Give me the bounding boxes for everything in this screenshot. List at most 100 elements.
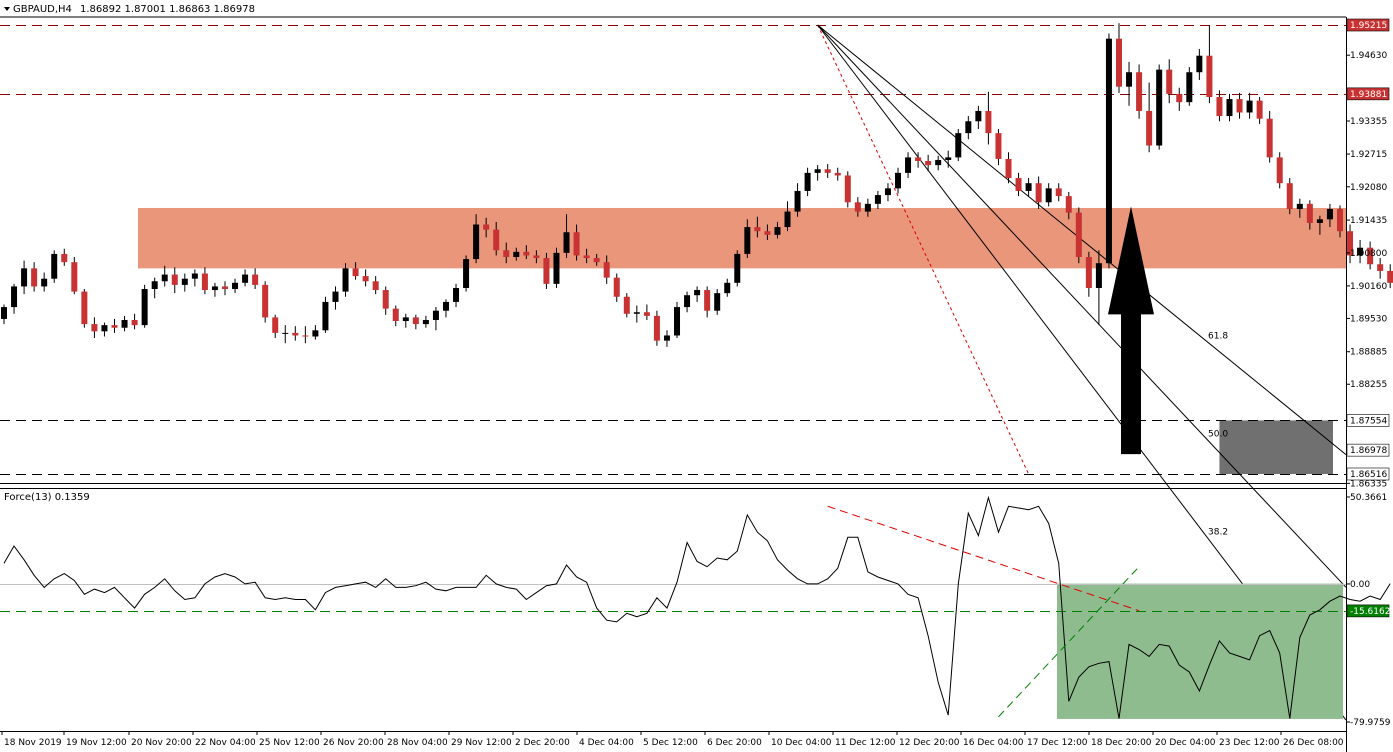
candle (1005, 152, 1012, 184)
candle (613, 273, 620, 302)
candle (362, 269, 369, 287)
time-tick-label: 25 Nov 12:00 (259, 738, 320, 748)
candle (653, 310, 660, 346)
candle (814, 165, 821, 181)
candle (1126, 61, 1133, 106)
candle (1, 304, 7, 325)
candle (111, 318, 118, 333)
candle (1276, 152, 1283, 189)
force-tick-label: 0.00 (1350, 580, 1370, 590)
candle (583, 248, 590, 264)
fib-label-50.0: 50.0 (1208, 429, 1228, 439)
candle (432, 307, 439, 331)
price-tick-label: 1.88885 (1350, 348, 1387, 358)
candle (663, 330, 670, 347)
price-tick-label: 1.92715 (1350, 150, 1387, 160)
candle (1015, 172, 1022, 197)
candle (884, 183, 891, 202)
candle (1367, 241, 1374, 270)
time-tick-label: 18 Nov 2019 (4, 738, 62, 748)
time-tick-label: 20 Dec 04:00 (1155, 738, 1216, 748)
candle (181, 273, 188, 292)
candle (1236, 92, 1243, 119)
candle (1256, 97, 1263, 124)
force-series-line (3, 495, 1391, 719)
candle (1316, 215, 1323, 235)
fib-label-38.2: 38.2 (1208, 527, 1228, 537)
candle (201, 267, 208, 295)
time-tick-label: 16 Dec 04:00 (963, 738, 1024, 748)
candle (372, 276, 379, 295)
candle (171, 267, 178, 294)
candle (1156, 64, 1163, 150)
candle (1206, 25, 1213, 104)
candle (764, 224, 771, 240)
candle (1095, 250, 1102, 326)
force-zones (1057, 583, 1343, 719)
candle (21, 260, 28, 295)
candle (262, 281, 269, 323)
force-trendlines (827, 505, 1140, 718)
force-support-line (998, 566, 1140, 718)
candle (784, 201, 791, 232)
price-axis: 1.94630 1.93355 1.92715 1.92080 1.91435 1.908… (1346, 51, 1387, 489)
candle (955, 129, 962, 162)
candle (714, 289, 721, 315)
time-tick-label: 22 Nov 04:00 (195, 738, 256, 748)
candle (905, 152, 912, 179)
time-tick-label: 26 Nov 20:00 (323, 738, 384, 748)
candle (342, 263, 349, 297)
candle (844, 171, 851, 208)
candle (473, 214, 480, 264)
candle (282, 325, 289, 344)
candle (895, 167, 902, 194)
candle (734, 250, 741, 287)
candle (292, 326, 299, 341)
price-pane: 38.2 50.0 61.8 (0, 23, 1393, 721)
current-price-badge-text: 1.86978 (1350, 446, 1387, 456)
candle (834, 167, 841, 181)
candle (824, 164, 831, 179)
time-tick-label: 29 Nov 12:00 (451, 738, 512, 748)
candle (633, 305, 640, 323)
candle (1085, 251, 1092, 297)
candle (1186, 67, 1193, 106)
ohlc-readout: 1.86892 1.87001 1.86863 1.86978 (80, 4, 255, 15)
candle (121, 315, 128, 332)
candle (463, 255, 470, 292)
collapse-triangle-icon[interactable] (4, 7, 10, 11)
time-axis: 18 Nov 2019 19 Nov 12:00 20 Nov 20:00 22 No… (1, 731, 1344, 748)
candle (1216, 90, 1223, 122)
candle (483, 217, 490, 238)
candle (392, 305, 399, 327)
candle (1336, 205, 1343, 238)
candle (402, 313, 409, 328)
candle (754, 216, 761, 238)
bullish-arrow (1107, 206, 1154, 455)
candle (744, 219, 751, 259)
time-tick-label: 18 Dec 20:00 (1091, 738, 1152, 748)
candle (101, 322, 108, 337)
candle (925, 154, 932, 172)
candle (704, 286, 711, 318)
candle (453, 283, 460, 308)
level-badge-2 (1346, 87, 1390, 101)
candle (232, 278, 239, 294)
candle (1306, 200, 1313, 230)
indicator-label: Force(13) 0.1359 (4, 492, 90, 503)
candle (252, 268, 259, 290)
level-badge-3-text: 1.87554 (1350, 416, 1387, 426)
candle (684, 291, 691, 313)
force-resistance-line (827, 505, 1140, 612)
candle (1196, 49, 1203, 80)
candle (1387, 264, 1393, 288)
time-tick-label: 26 Dec 08:00 (1283, 738, 1344, 748)
candle (573, 224, 580, 261)
candle (965, 116, 972, 140)
time-tick-label: 17 Dec 12:00 (1027, 738, 1088, 748)
time-tick-label: 5 Dec 12:00 (643, 738, 698, 748)
candle (412, 314, 419, 330)
candle (603, 255, 610, 284)
force-tick-label: -79.9759 (1350, 718, 1391, 728)
